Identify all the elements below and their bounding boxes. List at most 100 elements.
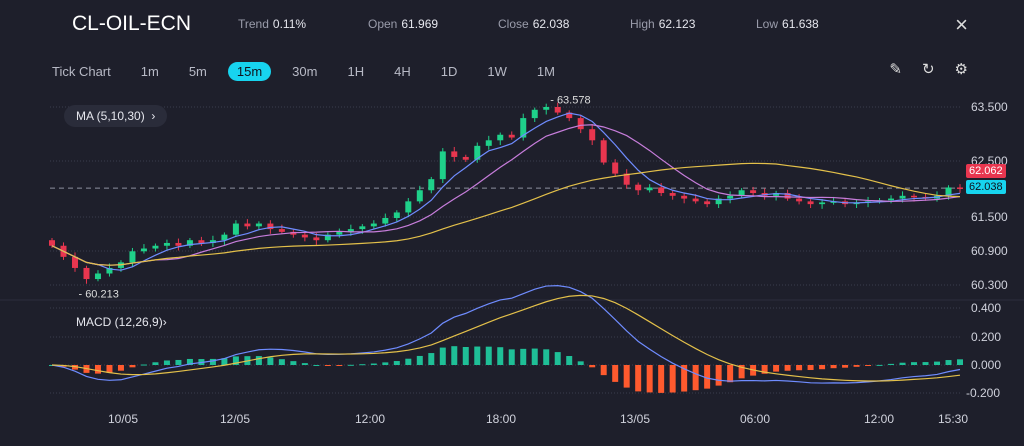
candle [49,240,55,246]
macd-histogram-bar [623,365,630,388]
timeframe-1h[interactable]: 1H [347,64,365,79]
macd-histogram-bar [669,365,676,393]
macd-histogram-bar [221,358,228,365]
candle [957,187,963,189]
candle [71,256,78,268]
macd-histogram-bar [336,365,343,366]
x-label: 12/05 [220,412,251,426]
macd-histogram-bar [784,365,791,371]
macd-histogram-bar [405,358,412,365]
reset-icon[interactable]: ↻ [921,61,935,78]
candle [221,234,228,241]
timeframe-1w[interactable]: 1W [487,64,507,79]
macd-histogram-bar [474,346,481,365]
candle [899,195,906,199]
macd-histogram-bar [140,364,147,366]
timeframe-1m[interactable]: 1M [536,64,555,79]
candle [163,242,170,246]
candle [416,190,423,202]
candle [255,223,262,227]
macd-histogram-bar [117,365,124,371]
timeframe-tick-chart[interactable]: Tick Chart [52,64,111,79]
macd-histogram-bar [566,356,573,365]
macd-histogram-bar [186,358,193,365]
macd-histogram-bar [71,365,78,370]
timeframe-5m[interactable]: 5m [188,64,207,79]
x-label: 12:00 [355,412,386,426]
macd-indicator-button[interactable]: MACD (12,26,9)› [76,315,167,329]
candle [462,156,469,160]
macd-histogram-bar [807,365,814,371]
macd-histogram-bar [439,347,446,365]
macd-dea-line [51,294,961,382]
macd-histogram-bar [957,359,963,365]
macd-histogram-bar [209,358,216,365]
candle [175,242,182,246]
macd-histogram-bar [853,365,860,367]
macd-histogram-bar [267,357,274,365]
chevron-right-icon: › [162,315,167,329]
timeframe-4h[interactable]: 4H [394,64,411,79]
candle [428,179,435,191]
macd-histogram-bar [727,365,734,383]
candle [520,118,527,138]
candle [198,240,205,243]
timeframe-1m[interactable]: 1m [140,64,159,79]
macd-histogram-bar [658,365,665,393]
macd-histogram-bar [842,365,849,368]
macd-histogram-bar [393,361,400,365]
timeframe-bar: Tick Chart 1m 5m 15m 30m 1H 4H 1D 1W 1M [52,62,576,81]
timeframe-1d[interactable]: 1D [440,64,458,79]
timeframe-15m[interactable]: 15m [227,62,272,81]
macd-histogram-bar [313,364,320,366]
price-tick: 60.300 [971,278,1008,292]
candle [692,198,699,202]
candle [727,195,734,199]
ma-line-10 [51,124,961,266]
last-price-tag: 62.062 [966,164,1006,178]
macd-histogram-bar [520,348,527,365]
close-icon[interactable]: × [955,12,968,37]
candle [209,240,216,243]
macd-histogram-bar [347,364,354,366]
settings-icon[interactable]: ⚙ [954,61,968,78]
candle [796,198,803,202]
macd-histogram-bar [865,365,872,366]
candle [589,129,596,141]
candle [508,134,515,138]
candle [313,237,320,241]
candle [945,187,952,196]
macd-histogram-bar [704,365,711,389]
candle [750,190,757,194]
ma-indicator-button[interactable]: MA (5,10,30) › [64,105,168,127]
macd-histogram-bar [508,349,515,365]
stat-open: Open 61.969 [368,17,439,31]
macd-histogram-bar [543,349,550,365]
macd-histogram-bar [600,365,607,376]
candle [474,145,481,160]
macd-histogram-bar [554,352,561,365]
candle [451,151,458,157]
candle [324,234,331,241]
candle [612,162,619,174]
candle [129,251,136,263]
timeframe-30m[interactable]: 30m [292,64,318,79]
macd-histogram-bar [175,359,182,365]
macd-histogram-bar [451,346,458,365]
macd-histogram-bar [290,361,297,365]
macd-histogram-bar [462,346,469,365]
macd-histogram-bar [692,365,699,391]
chevron-right-icon: › [151,109,156,123]
macd-histogram-bar [899,362,906,365]
candle [244,223,251,227]
draw-icon[interactable]: ✎ [889,61,902,78]
candle [704,201,711,205]
candle [807,201,814,205]
macd-histogram-bar [106,365,113,373]
macd-tick: 0.200 [971,330,1002,344]
candle [600,140,607,163]
macd-histogram-bar [428,353,435,365]
price-tick: 60.900 [971,244,1008,258]
candle [232,223,239,235]
